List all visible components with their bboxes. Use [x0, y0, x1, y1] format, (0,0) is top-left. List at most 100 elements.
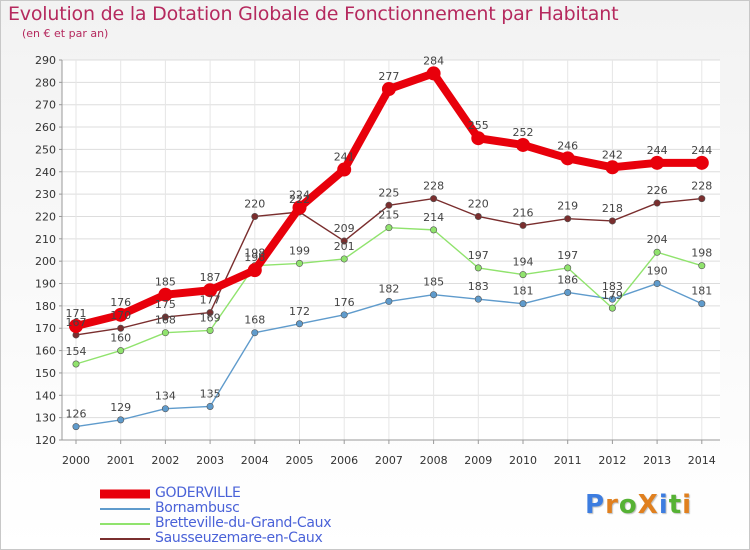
data-point	[698, 300, 706, 308]
y-tick-label: 280	[35, 76, 56, 89]
data-label: 187	[200, 271, 221, 284]
data-label: 224	[289, 189, 310, 202]
data-label: 215	[378, 209, 399, 222]
y-tick-label: 160	[35, 345, 56, 358]
data-label: 222	[289, 193, 310, 206]
data-point	[206, 309, 214, 317]
logo-letter: i	[682, 490, 693, 520]
data-point	[474, 295, 482, 303]
data-point	[72, 360, 80, 368]
data-label: 199	[289, 244, 310, 257]
x-tick-label: 2000	[62, 454, 90, 467]
data-point	[251, 212, 259, 220]
data-label: 182	[378, 282, 399, 295]
data-label: 190	[647, 265, 668, 278]
data-label: 129	[110, 401, 131, 414]
x-tick-label: 2009	[464, 454, 492, 467]
x-tick-label: 2013	[643, 454, 671, 467]
data-point	[381, 82, 396, 97]
data-point	[117, 416, 125, 424]
data-point	[474, 264, 482, 272]
x-tick-label: 2001	[107, 454, 135, 467]
proxiti-logo: ProXiti	[585, 490, 692, 520]
y-tick-label: 270	[35, 99, 56, 112]
data-point	[295, 320, 303, 328]
data-label: 186	[557, 273, 578, 286]
data-point	[474, 212, 482, 220]
data-label: 220	[244, 197, 265, 210]
data-label: 179	[602, 289, 623, 302]
data-point	[340, 255, 348, 263]
x-tick-label: 2011	[554, 454, 582, 467]
x-tick-label: 2003	[196, 454, 224, 467]
data-label: 216	[513, 206, 534, 219]
data-label: 214	[423, 211, 444, 224]
legend-label: GODERVILLE	[155, 485, 241, 501]
legend-label: Bretteville-du-Grand-Caux	[155, 515, 332, 531]
data-point	[694, 155, 709, 170]
data-point	[340, 237, 348, 245]
data-labels: 171 176 185 187 196 224 241 277 284 255 252 246 242 2…	[66, 54, 713, 420]
data-point	[206, 326, 214, 334]
data-point	[698, 195, 706, 203]
series-lines	[69, 66, 709, 431]
data-point	[292, 200, 307, 215]
data-point	[608, 217, 616, 225]
logo-letter: o	[618, 490, 638, 520]
data-label: 183	[602, 280, 623, 293]
data-point	[698, 262, 706, 270]
data-label: 284	[423, 54, 444, 67]
y-tick-label: 260	[35, 121, 56, 134]
x-tick-label: 2005	[286, 454, 314, 467]
y-tick-label: 200	[35, 255, 56, 268]
x-tick-label: 2012	[598, 454, 626, 467]
legend-swatch	[100, 537, 150, 540]
data-label: 169	[200, 311, 221, 324]
data-point	[69, 319, 83, 333]
data-label: 134	[155, 390, 176, 403]
data-label: 171	[66, 307, 87, 320]
data-label: 225	[378, 186, 399, 199]
data-point	[385, 201, 393, 209]
logo-letter: X	[637, 490, 659, 520]
data-label: 135	[200, 387, 221, 400]
y-tick-label: 240	[35, 166, 56, 179]
data-label: 252	[513, 126, 534, 139]
data-point	[430, 195, 438, 203]
x-tick-label: 2010	[509, 454, 537, 467]
legend-swatch	[100, 489, 150, 498]
y-tick-label: 140	[35, 389, 56, 402]
data-label: 126	[66, 408, 87, 421]
data-point	[117, 347, 125, 355]
data-label: 185	[155, 276, 176, 289]
y-tick-label: 150	[35, 367, 56, 380]
data-label: 160	[110, 332, 131, 345]
data-label: 197	[557, 249, 578, 262]
data-label: 244	[691, 144, 712, 157]
data-point	[608, 295, 616, 303]
data-label: 198	[691, 247, 712, 260]
data-label: 197	[468, 249, 489, 262]
data-label: 242	[602, 148, 623, 161]
data-label: 167	[66, 316, 87, 329]
data-label: 244	[647, 144, 668, 157]
y-tick-label: 210	[35, 233, 56, 246]
y-tick-label: 180	[35, 300, 56, 313]
data-label: 196	[244, 251, 265, 264]
data-point	[340, 311, 348, 319]
data-point	[203, 283, 218, 298]
data-point	[564, 288, 572, 296]
data-point	[117, 324, 125, 332]
data-point	[564, 215, 572, 223]
data-label: 177	[200, 294, 221, 307]
data-point	[206, 402, 214, 410]
data-label: 198	[244, 247, 265, 260]
data-label: 241	[334, 151, 355, 164]
data-point	[161, 329, 169, 337]
legend-label: Bornambusc	[155, 500, 240, 516]
logo-letter: r	[605, 490, 619, 520]
data-label: 194	[513, 256, 534, 269]
data-label: 246	[557, 139, 578, 152]
data-point	[161, 313, 169, 321]
y-tick-label: 250	[35, 143, 56, 156]
